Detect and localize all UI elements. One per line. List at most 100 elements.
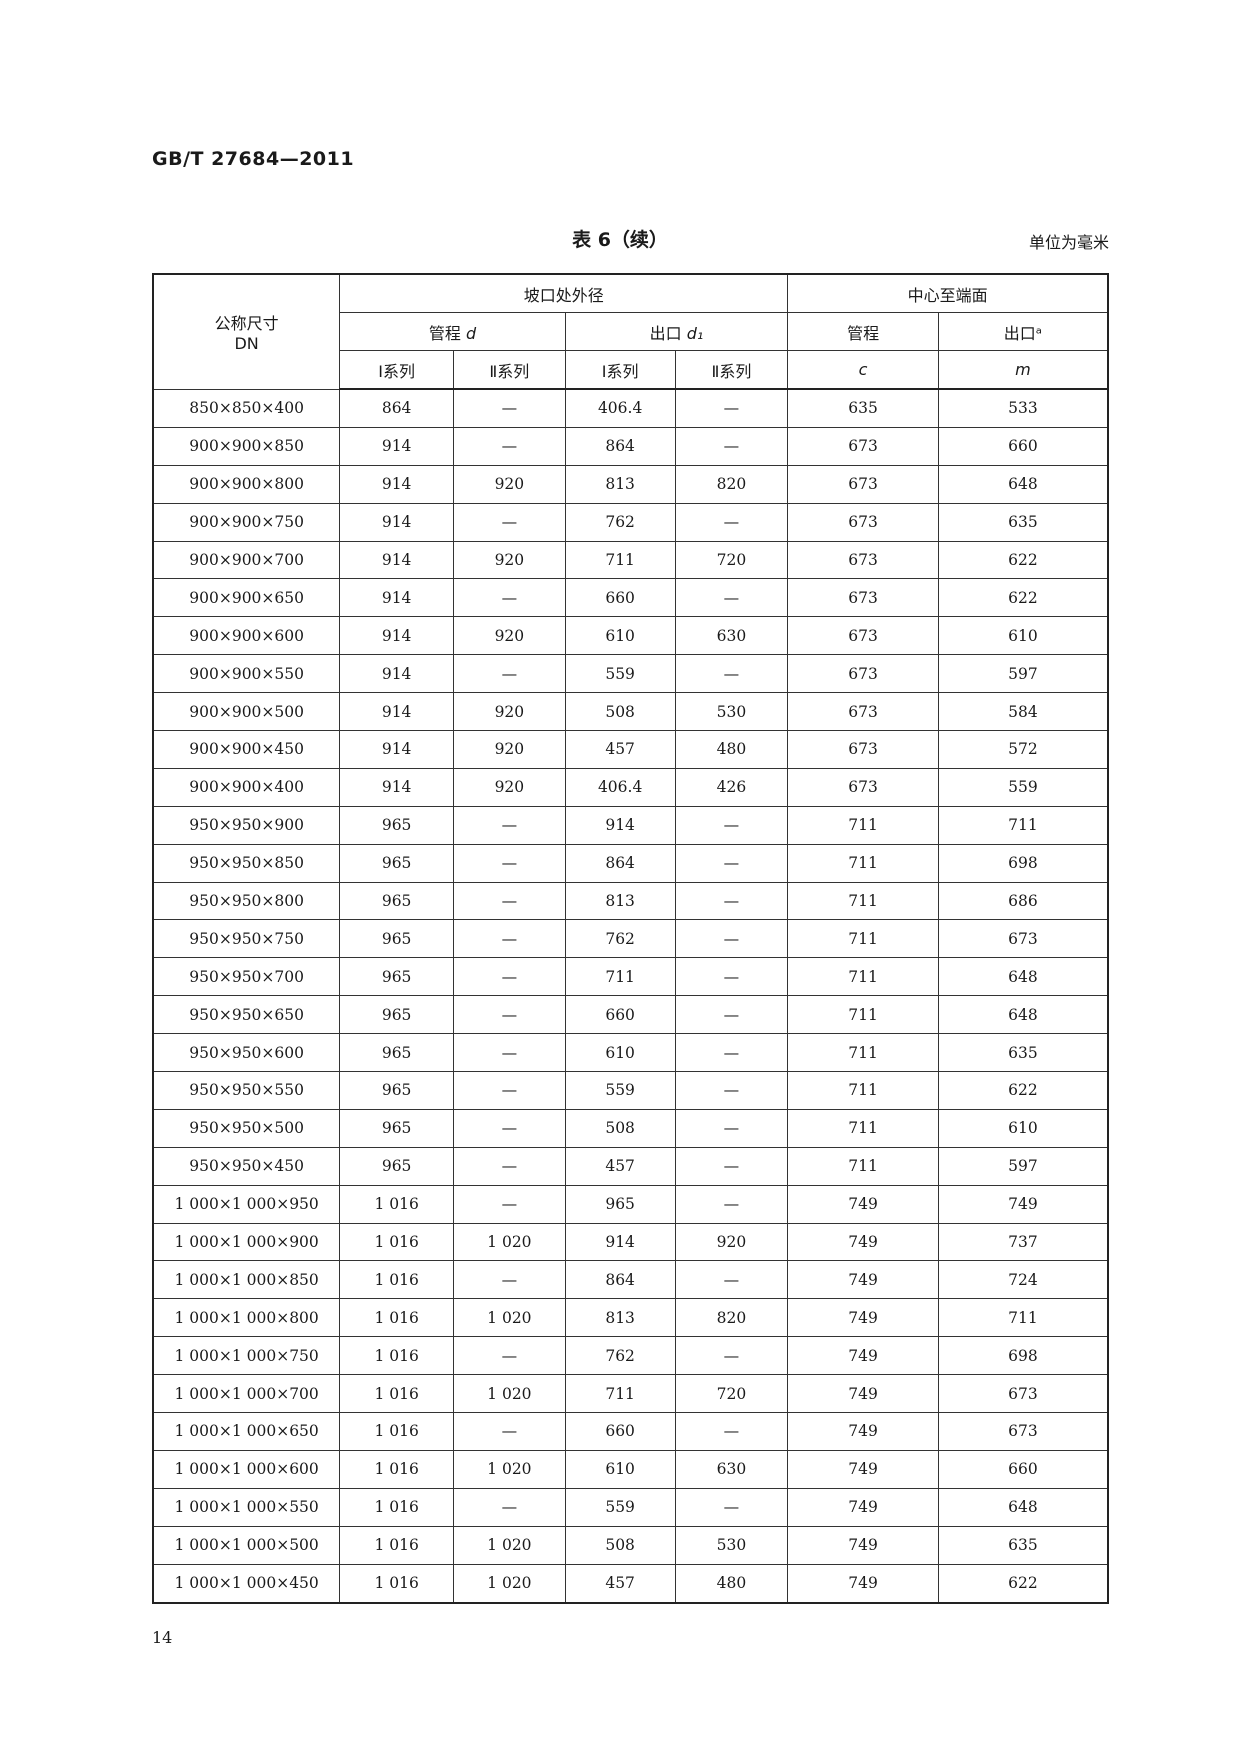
table-row: 950×950×650 965—660—711 648 (152, 995, 1109, 1035)
cell-dn: 1 000×1 000×800 (152, 1298, 341, 1338)
cell-m: 635 (937, 1033, 1109, 1073)
header-m-symbol: m (937, 350, 1109, 390)
cell-m: 711 (937, 805, 1109, 845)
table-row: 1 000×1 000×500 1 016 1 020 508 530 749 635 (152, 1525, 1109, 1565)
cell-d1-series1: 914 (564, 805, 676, 845)
cell-d1-series1: 610 (564, 1449, 676, 1489)
cell-d1-series2: 720 (674, 1374, 789, 1414)
cell-dn: 1 000×1 000×650 (152, 1412, 341, 1451)
cell-m: 648 (937, 1487, 1109, 1527)
cell-d1-series1: 406.4 (564, 388, 676, 428)
cell-c: 711 (787, 1146, 939, 1186)
cell-c: 711 (787, 1071, 939, 1110)
cell-c: 673 (787, 654, 939, 694)
table-row: 950×950×800 965—813—711 686 (152, 881, 1109, 921)
cell-dn: 950×950×450 (152, 1146, 341, 1186)
cell-dn: 1 000×1 000×900 (152, 1222, 341, 1262)
header-bevel-od: 坡口处外径 (339, 273, 789, 313)
cell-d-series2: 1 020 (453, 1298, 566, 1338)
table-row: 900×900×500 914 920 508 530 673 584 (152, 692, 1109, 732)
cell-m: 660 (937, 426, 1109, 466)
cell-dn: 1 000×1 000×700 (152, 1374, 341, 1414)
cell-d1-series2: 720 (674, 540, 789, 580)
cell-d-series2: 920 (453, 730, 566, 769)
header-series-2: Ⅱ系列 (674, 350, 789, 390)
cell-dn: 900×900×750 (152, 502, 341, 542)
cell-d-series2: — (453, 578, 566, 618)
cell-c: 711 (787, 805, 939, 845)
standard-number: GB/T 27684—2011 (152, 148, 355, 170)
header-series-1: Ⅰ系列 (339, 350, 454, 390)
cell-d-series1: 914 (339, 767, 454, 807)
cell-d-series2: — (453, 1412, 566, 1451)
cell-d-series1: 965 (339, 1146, 454, 1186)
cell-dn: 900×900×700 (152, 540, 341, 580)
cell-c: 711 (787, 843, 939, 883)
cell-d-series1: 1 016 (339, 1260, 454, 1300)
header-dn: 公称尺寸 DN (152, 273, 341, 390)
header-outlet-d1: 出口 d₁ (564, 312, 789, 351)
cell-m: 648 (937, 957, 1109, 997)
table-row: 900×900×800 914 920 813 820 673 648 (152, 464, 1109, 504)
cell-c: 749 (787, 1184, 939, 1224)
cell-c: 749 (787, 1525, 939, 1565)
cell-dn: 1 000×1 000×750 (152, 1336, 341, 1376)
table-row: 1 000×1 000×600 1 016 1 020 610 630 749 660 (152, 1449, 1109, 1489)
table-row: 900×900×750 914—762—673 635 (152, 502, 1109, 542)
cell-c: 673 (787, 616, 939, 656)
cell-dn: 1 000×1 000×850 (152, 1260, 341, 1300)
cell-c: 749 (787, 1260, 939, 1300)
cell-d1-series2: 426 (674, 767, 789, 807)
cell-m: 533 (937, 388, 1109, 428)
cell-m: 622 (937, 578, 1109, 618)
header-c-symbol: c (787, 350, 939, 390)
cell-dn: 850×850×400 (152, 388, 341, 428)
cell-d-series2: 920 (453, 540, 566, 580)
cell-d-series1: 1 016 (339, 1184, 454, 1224)
cell-d-series1: 1 016 (339, 1374, 454, 1414)
cell-d-series1: 1 016 (339, 1412, 454, 1451)
cell-d-series2: — (453, 1184, 566, 1224)
cell-d1-series1: 457 (564, 1563, 676, 1604)
cell-d-series2: — (453, 843, 566, 883)
cell-d1-series1: 762 (564, 919, 676, 959)
table-row: 950×950×700 965—711—711 648 (152, 957, 1109, 997)
cell-dn: 1 000×1 000×950 (152, 1184, 341, 1224)
cell-c: 749 (787, 1222, 939, 1262)
cell-c: 673 (787, 464, 939, 504)
cell-dn: 950×950×850 (152, 843, 341, 883)
cell-m: 749 (937, 1184, 1109, 1224)
cell-d1-series1: 711 (564, 540, 676, 580)
cell-d-series1: 965 (339, 843, 454, 883)
cell-dn: 1 000×1 000×600 (152, 1449, 341, 1489)
cell-d-series1: 965 (339, 1071, 454, 1110)
cell-d-series2: — (453, 1108, 566, 1148)
cell-c: 711 (787, 957, 939, 997)
cell-d1-series2: 480 (674, 1563, 789, 1604)
cell-m: 673 (937, 1374, 1109, 1414)
cell-d1-series1: 610 (564, 616, 676, 656)
cell-m: 597 (937, 654, 1109, 694)
table-row: 1 000×1 000×450 1 016 1 020 457 480 749 622 (152, 1563, 1109, 1604)
table-row: 950×950×850 965—864—711 698 (152, 843, 1109, 883)
cell-m: 635 (937, 1525, 1109, 1565)
cell-c: 673 (787, 540, 939, 580)
cell-c: 673 (787, 767, 939, 807)
cell-d-series2: — (453, 1336, 566, 1376)
table-row: 950×950×500 965—508—711 610 (152, 1108, 1109, 1148)
cell-d1-series2: — (674, 805, 789, 845)
cell-d-series1: 965 (339, 881, 454, 921)
cell-d-series1: 965 (339, 1033, 454, 1073)
cell-dn: 900×900×850 (152, 426, 341, 466)
cell-d-series2: — (453, 995, 566, 1035)
cell-d-series1: 1 016 (339, 1298, 454, 1338)
cell-m: 559 (937, 767, 1109, 807)
cell-d-series1: 965 (339, 919, 454, 959)
cell-d-series2: — (453, 654, 566, 694)
cell-m: 686 (937, 881, 1109, 921)
cell-d-series2: — (453, 919, 566, 959)
cell-d1-series2: 530 (674, 692, 789, 732)
table-row: 1 000×1 000×800 1 016 1 020 813 820 749 711 (152, 1298, 1109, 1338)
cell-c: 673 (787, 502, 939, 542)
cell-c: 749 (787, 1374, 939, 1414)
